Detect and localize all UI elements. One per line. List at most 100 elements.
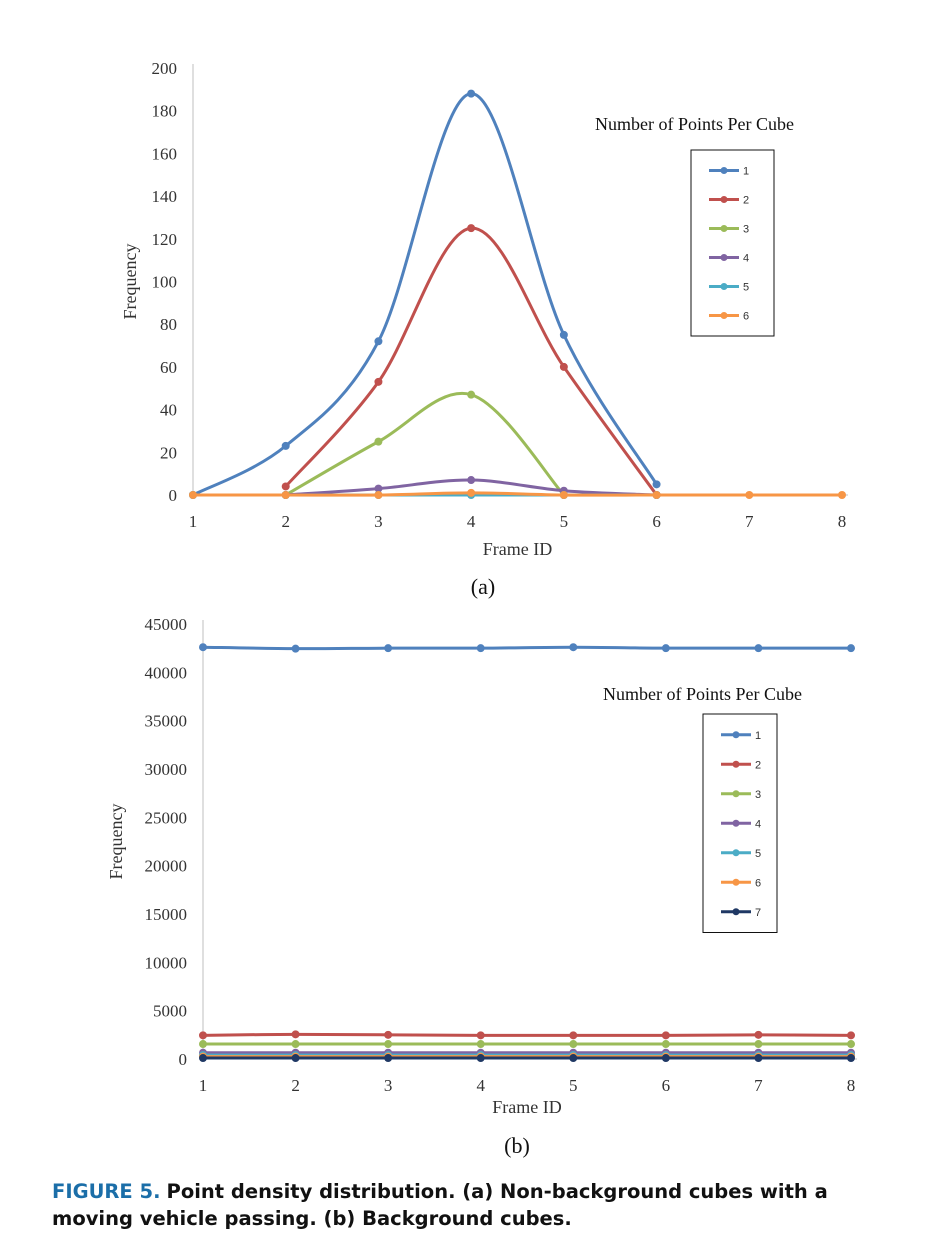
chart-a-series-2-point	[281, 482, 290, 491]
chart-a-x-tick-label: 7	[745, 512, 754, 531]
figure-caption-text: Point density distribution. (a) Non-back…	[52, 1180, 828, 1230]
chart-a-legend-box	[690, 149, 775, 337]
chart-a-y-tick-label: 140	[152, 187, 178, 206]
chart-b-series-7-point	[754, 1054, 763, 1063]
chart-b-legend-marker-6	[732, 878, 740, 886]
chart-b-series-2-point	[569, 1031, 578, 1040]
chart-a-y-axis-title: Frequency	[120, 244, 140, 320]
chart-a-y-tick-label: 40	[160, 401, 177, 420]
chart-a-series-6-point	[281, 491, 290, 499]
chart-b-x-tick-label: 5	[569, 1076, 578, 1095]
chart-a-legend-label-3: 3	[743, 224, 749, 236]
chart-b-series-3-point	[384, 1040, 393, 1049]
chart-a-x-tick-label: 6	[652, 512, 661, 531]
chart-a-series-2-point	[559, 362, 568, 371]
chart-a-legend-marker-1	[720, 167, 728, 174]
chart-b-legend-label-5: 5	[755, 848, 761, 860]
chart-b-x-tick-label: 7	[754, 1076, 763, 1095]
chart-b-legend-label-6: 6	[755, 877, 761, 889]
chart-b-series-7-point	[384, 1054, 393, 1063]
chart-a-x-tick-label: 2	[281, 512, 290, 531]
chart-a-series-6-point	[189, 491, 197, 499]
chart-b-y-tick-label: 20000	[145, 857, 188, 876]
chart-b-y-tick-label: 10000	[145, 953, 188, 972]
chart-b-series-2-point	[847, 1031, 855, 1040]
chart-b-legend-marker-2	[732, 760, 740, 768]
chart-b-series-7-point	[661, 1054, 670, 1063]
chart-b-series-3-point	[569, 1040, 578, 1049]
chart-b-series-3-point	[476, 1040, 485, 1049]
chart-a-series-4-point	[374, 484, 383, 493]
chart-b-series-1-point	[569, 643, 578, 652]
chart-b-series-7-point	[569, 1054, 578, 1063]
chart-a-y-tick-label: 100	[152, 273, 178, 292]
chart-a-x-tick-label: 8	[838, 512, 847, 531]
chart-b-y-tick-label: 0	[179, 1050, 188, 1069]
chart-b-series-3-point	[199, 1040, 207, 1049]
chart-a-series-3-point	[374, 437, 383, 446]
chart-b-series-2-point	[384, 1030, 393, 1039]
chart-b-legend-title: Number of Points Per Cube	[603, 684, 802, 704]
chart-a-series-3-point	[467, 390, 476, 399]
chart-b: 0 5000 10000 15000 20000 25000 30000 35000 40000…	[106, 615, 857, 1158]
chart-a-series-1-point	[467, 89, 476, 98]
chart-a-legend-label-4: 4	[743, 253, 749, 265]
chart-b-legend-marker-1	[732, 731, 740, 739]
chart-b-legend-label-3: 3	[755, 789, 761, 801]
chart-a-series-1-point	[374, 337, 383, 346]
chart-a-panel-label: (a)	[471, 574, 495, 599]
chart-a-legend-marker-5	[720, 283, 728, 290]
chart-a-x-tick-label: 5	[560, 512, 569, 531]
chart-a-legend-marker-6	[720, 312, 728, 319]
chart-a-series-2-point	[374, 377, 383, 386]
figure-caption: FIGURE 5. Point density distribution. (a)…	[52, 1178, 912, 1232]
chart-b-series-3-point	[847, 1040, 855, 1049]
chart-b-series-2-point	[661, 1031, 670, 1040]
chart-a-series-1-point	[559, 330, 568, 339]
chart-b-series-3-point	[754, 1040, 763, 1049]
chart-a-series-4-point	[467, 476, 476, 485]
chart-b-x-tick-label: 8	[847, 1076, 856, 1095]
figure-label: FIGURE 5.	[52, 1180, 161, 1203]
chart-b-series-1-point	[384, 644, 393, 653]
chart-b-panel-label: (b)	[504, 1133, 530, 1158]
chart-b-legend-label-4: 4	[755, 818, 761, 830]
chart-a-series-2-point	[467, 224, 476, 233]
chart-b-series-1-line	[201, 645, 853, 651]
chart-a-y-tick-label: 180	[152, 102, 178, 121]
chart-b-x-tick-label: 6	[662, 1076, 671, 1095]
chart-b-x-tick-label: 4	[476, 1076, 485, 1095]
chart-a-series-1-line	[191, 92, 659, 497]
chart-b-y-axis-title: Frequency	[106, 804, 126, 880]
chart-a-x-axis-title: Frame ID	[483, 539, 552, 559]
chart-b-series-7-point	[476, 1054, 485, 1063]
chart-b-series-2-line	[201, 1032, 853, 1037]
chart-a-series-1-point	[652, 480, 661, 489]
chart-a-x-tick-label: 4	[467, 512, 476, 531]
chart-b-x-axis-title: Frame ID	[492, 1097, 561, 1117]
chart-b-series-2-point	[291, 1030, 300, 1039]
chart-a-y-tick-label: 60	[160, 358, 177, 377]
chart-a-series-6-point	[467, 488, 476, 497]
chart-a-legend-marker-4	[720, 254, 728, 261]
chart-a-series-6-point	[745, 491, 754, 499]
chart-b-y-tick-label: 5000	[153, 1002, 187, 1021]
chart-b-series-1-point	[754, 644, 763, 653]
chart-a-x-tick-label: 3	[374, 512, 383, 531]
chart-a-series-6-point	[838, 491, 846, 499]
chart-a-legend-title: Number of Points Per Cube	[595, 114, 794, 134]
chart-b-series-2-point	[476, 1031, 485, 1040]
chart-a-series-1-point	[281, 441, 290, 450]
chart-a-y-tick-label: 80	[160, 315, 177, 334]
chart-b-x-tick-label: 3	[384, 1076, 393, 1095]
chart-b-legend-label-2: 2	[755, 759, 761, 771]
chart-b-legend-marker-7	[732, 908, 740, 916]
chart-a-legend-label-5: 5	[743, 282, 749, 294]
chart-b-y-tick-label: 40000	[145, 663, 188, 682]
chart-b-series-7-point	[199, 1054, 207, 1063]
chart-b-x-tick-label: 1	[199, 1076, 208, 1095]
chart-a-series-6-point	[559, 491, 568, 499]
chart-b-series-1-point	[199, 643, 207, 652]
chart-a-y-tick-label: 160	[152, 144, 178, 163]
chart-b-legend-marker-5	[732, 849, 740, 857]
